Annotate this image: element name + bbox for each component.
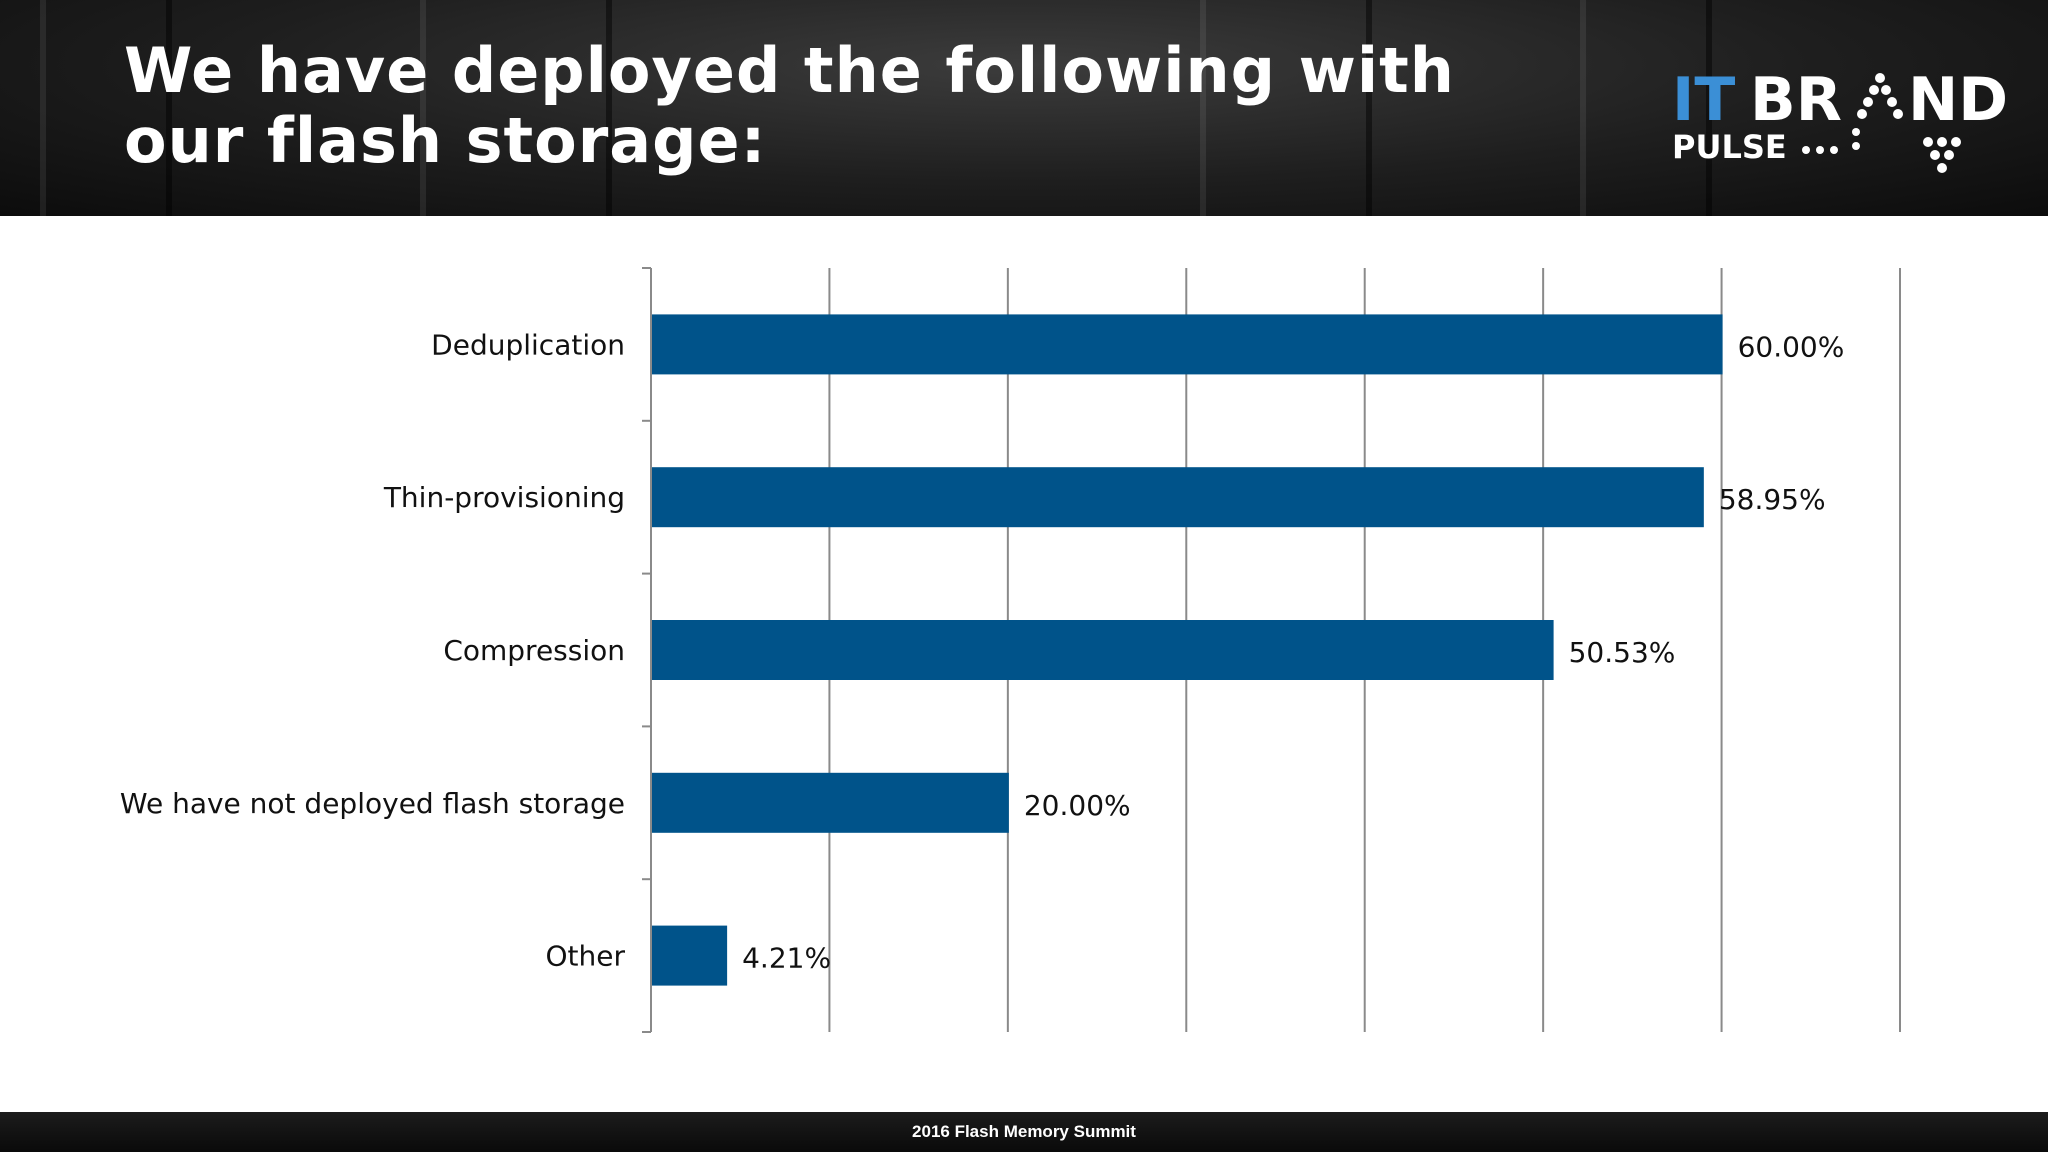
- bar: [652, 314, 1723, 375]
- it-brand-pulse-logo: IT BR ND PULSE: [1672, 65, 2008, 173]
- footer-text: 2016 Flash Memory Summit: [912, 1122, 1136, 1141]
- category-label: Other: [545, 940, 625, 973]
- chart-bars: [652, 314, 1723, 986]
- footer-bar: [0, 1112, 2048, 1152]
- category-label: Deduplication: [431, 328, 625, 361]
- bar-chart: Deduplication 60.00% Thin-provisioning 58.9…: [120, 267, 1901, 1033]
- header-banner: We have deployed the following with our …: [0, 0, 2048, 216]
- logo-dots-icon: [1802, 73, 1961, 173]
- chart-labels: Deduplication 60.00% Thin-provisioning 58.9…: [120, 328, 1844, 974]
- bar: [652, 467, 1704, 528]
- data-label: 20.00%: [1024, 789, 1131, 822]
- slide-title: We have deployed the following with our …: [124, 34, 1455, 177]
- logo-pulse-text: PULSE: [1672, 128, 1787, 166]
- server-rack-decoration: [40, 0, 172, 216]
- bar: [652, 772, 1009, 833]
- category-label: Thin-provisioning: [383, 481, 625, 514]
- logo-brand-text: BR: [1750, 65, 1842, 135]
- logo-it-text: IT: [1672, 65, 1735, 135]
- data-label: 4.21%: [742, 942, 831, 975]
- data-label: 58.95%: [1719, 483, 1826, 516]
- server-rack-decoration: [1200, 0, 1372, 216]
- logo-nd-text: ND: [1908, 65, 2008, 135]
- category-label: Compression: [443, 634, 625, 667]
- data-label: 60.00%: [1738, 330, 1845, 363]
- server-rack-decoration: [1580, 0, 1712, 216]
- bar: [652, 620, 1554, 680]
- bar: [652, 925, 728, 986]
- server-rack-decoration: [420, 0, 612, 216]
- category-label: We have not deployed flash storage: [120, 787, 625, 820]
- data-label: 50.53%: [1569, 636, 1676, 669]
